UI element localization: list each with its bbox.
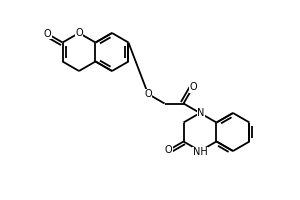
Text: NH: NH [193,147,207,157]
Text: O: O [144,89,152,99]
Text: N: N [197,108,205,118]
Text: O: O [189,82,197,92]
Text: O: O [75,28,83,38]
Text: O: O [44,29,52,39]
Text: O: O [165,145,172,155]
